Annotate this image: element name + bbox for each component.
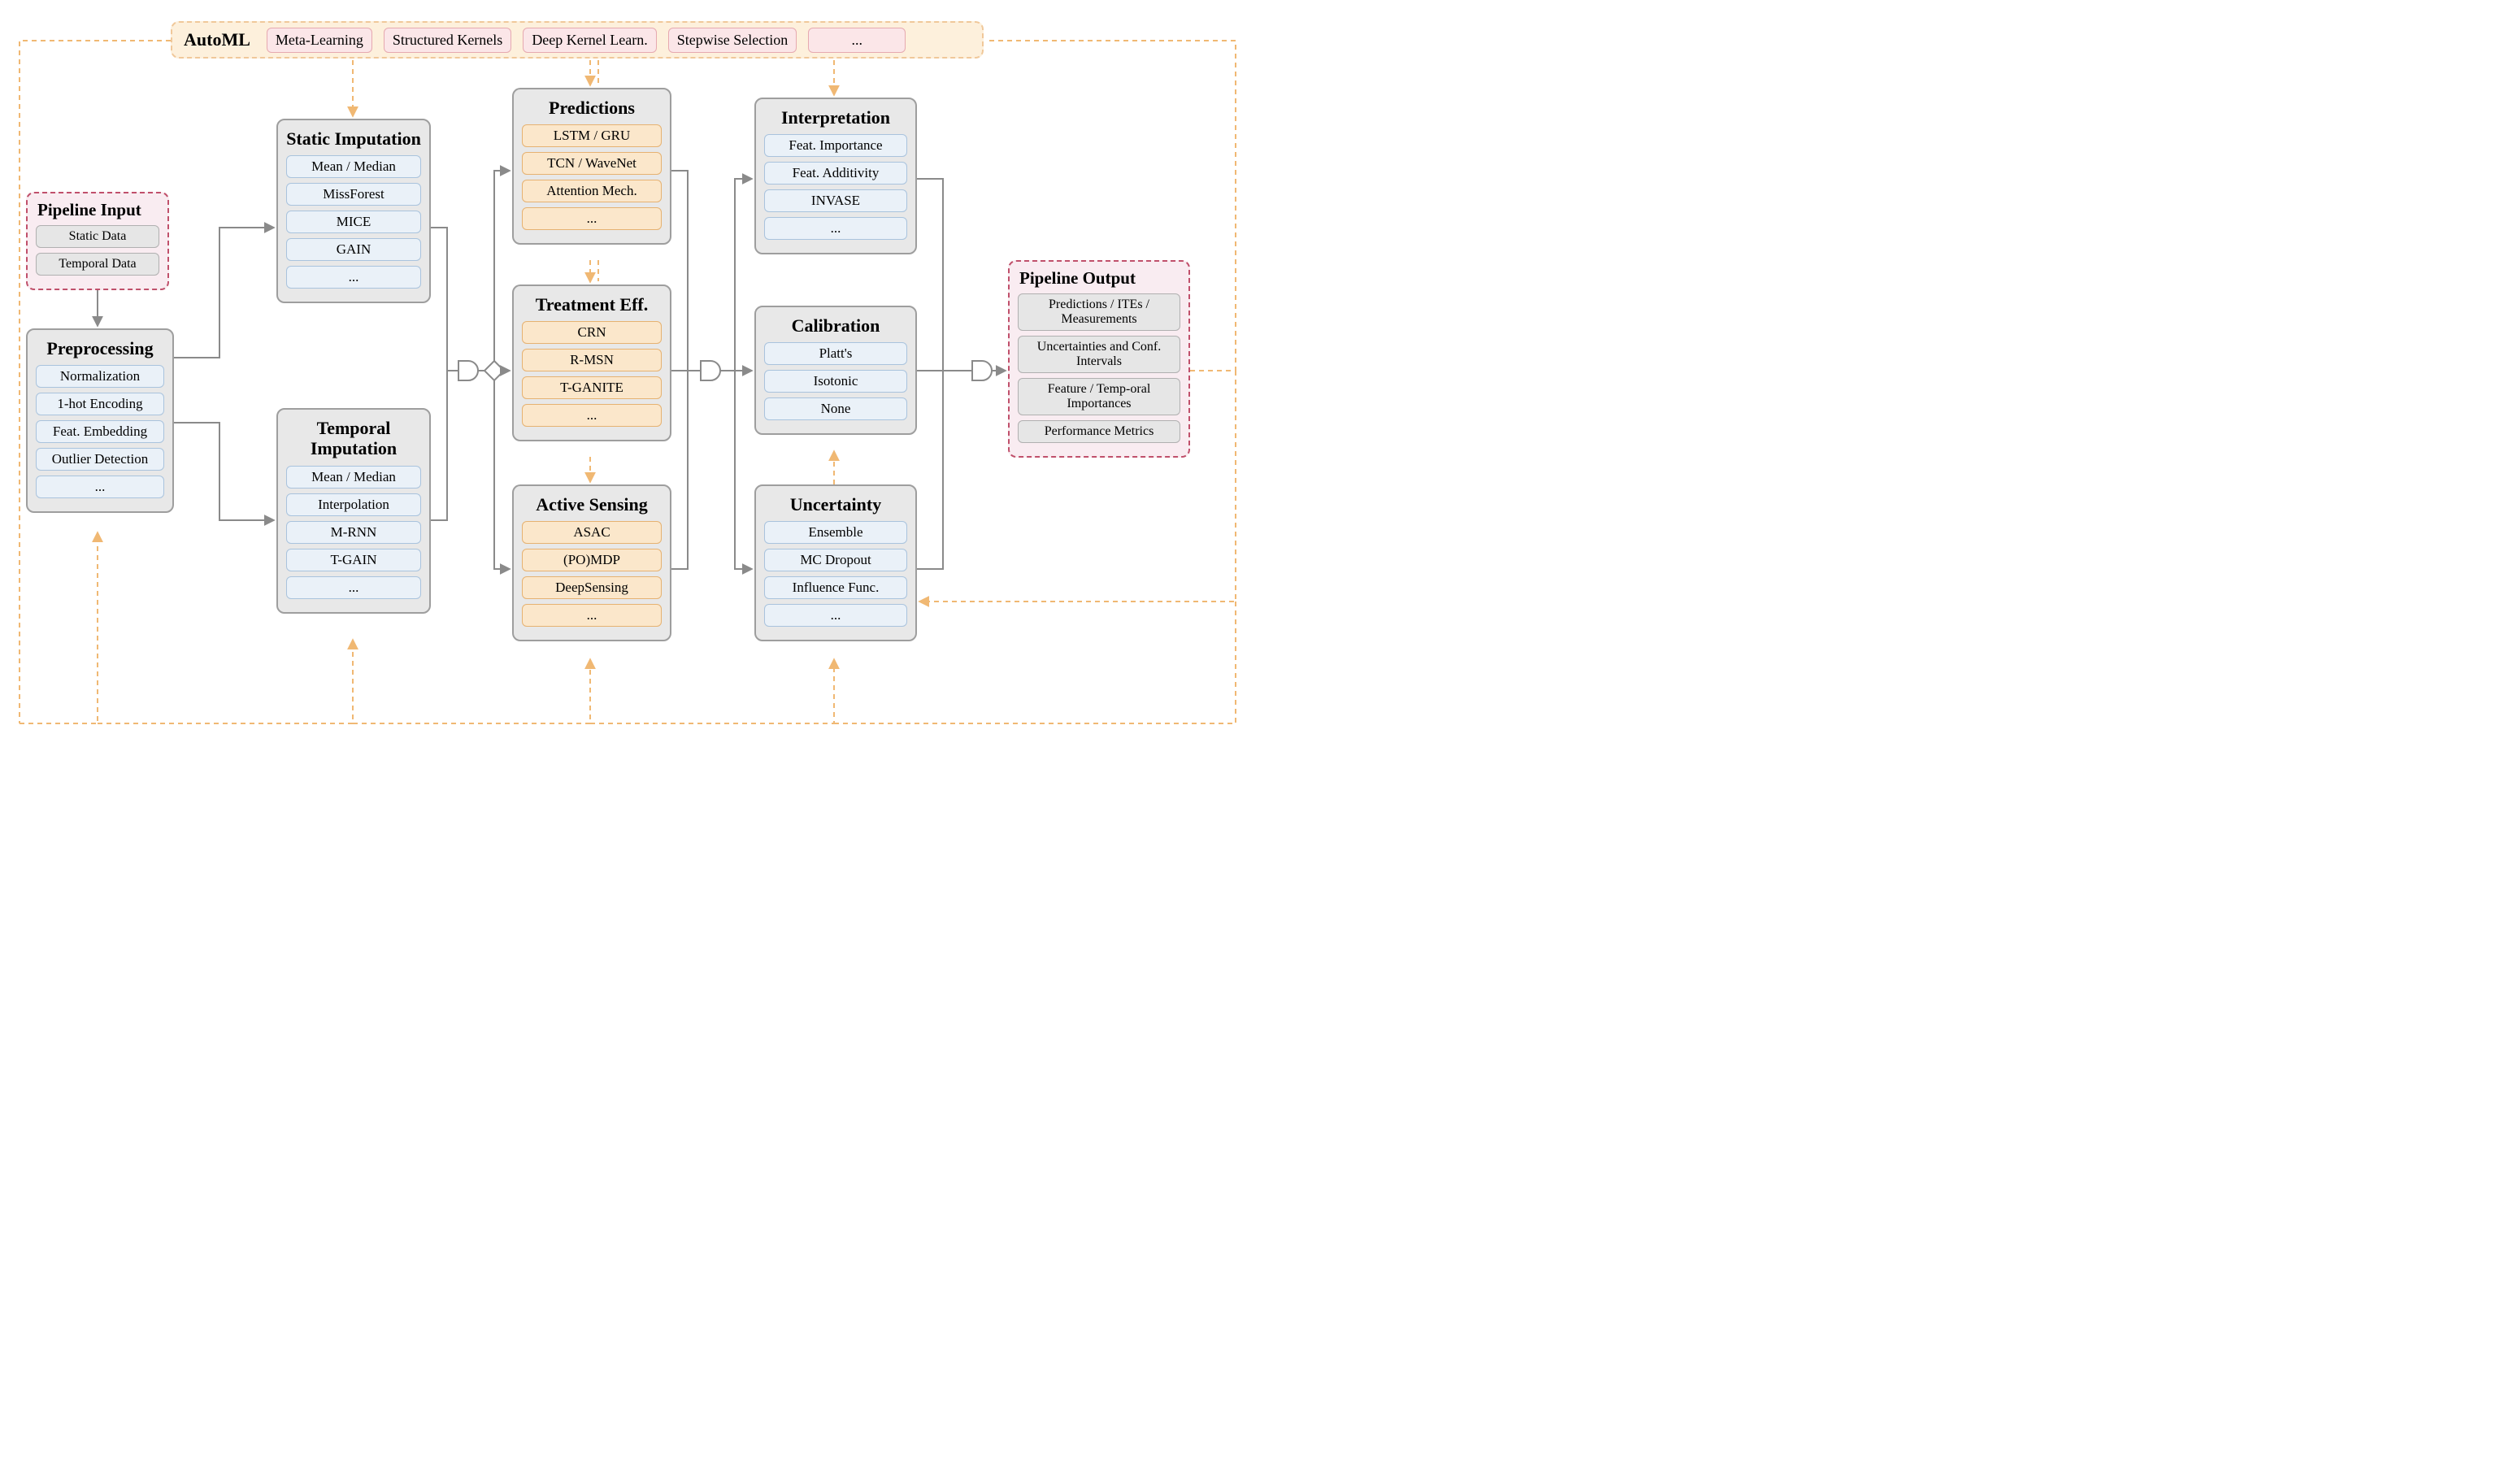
uncertainty-title: Uncertainty: [764, 494, 907, 515]
output-item: Predictions / ITEs / Measurements: [1018, 293, 1180, 331]
uncert-item: Influence Func.: [764, 576, 907, 599]
calib-item: Isotonic: [764, 370, 907, 393]
uncert-item: MC Dropout: [764, 549, 907, 571]
edge-automl-tempimp: [98, 641, 353, 723]
diagram-root: AutoML Meta-Learning Structured Kernels …: [16, 16, 1244, 772]
output-item: Uncertainties and Conf. Intervals: [1018, 336, 1180, 373]
pipeline-input-box: Pipeline Input Static Data Temporal Data: [26, 192, 169, 290]
edge-tempimp-gate: [431, 371, 447, 520]
as-item: (PO)MDP: [522, 549, 662, 571]
as-item-more: ...: [522, 604, 662, 627]
preprocessing-box: Preprocessing Normalization 1-hot Encodi…: [26, 328, 174, 513]
edge-as-gate: [671, 371, 688, 569]
pred-item: TCN / WaveNet: [522, 152, 662, 175]
input-item: Temporal Data: [36, 253, 159, 276]
uncert-item: Ensemble: [764, 521, 907, 544]
calib-item: Platt's: [764, 342, 907, 365]
static-imp-title: Static Imputation: [286, 128, 421, 149]
preproc-item: 1-hot Encoding: [36, 393, 164, 415]
as-item: ASAC: [522, 521, 662, 544]
static-imputation-box: Static Imputation Mean / Median MissFore…: [276, 119, 431, 303]
edge-preproc-tempimp: [174, 423, 273, 520]
staticimp-item: Mean / Median: [286, 155, 421, 178]
treatment-title: Treatment Eff.: [522, 294, 662, 315]
edge-preproc-staticimp: [174, 228, 273, 358]
pred-item: LSTM / GRU: [522, 124, 662, 147]
calibration-box: Calibration Platt's Isotonic None: [754, 306, 917, 435]
pipeline-output-title: Pipeline Output: [1019, 268, 1180, 289]
calibration-title: Calibration: [764, 315, 907, 336]
edge-diamond-pred: [494, 171, 509, 361]
uncertainty-box: Uncertainty Ensemble MC Dropout Influenc…: [754, 484, 917, 641]
active-sensing-box: Active Sensing ASAC (PO)MDP DeepSensing …: [512, 484, 671, 641]
edge-gate-interp: [720, 179, 751, 371]
gate-and-right: [701, 361, 720, 380]
output-item: Performance Metrics: [1018, 420, 1180, 443]
tempimp-item: Mean / Median: [286, 466, 421, 489]
gate-and-out: [972, 361, 992, 380]
automl-band: AutoML Meta-Learning Structured Kernels …: [171, 21, 984, 59]
as-item: DeepSensing: [522, 576, 662, 599]
edge-diamond-as: [494, 380, 509, 569]
predictions-box: Predictions LSTM / GRU TCN / WaveNet Att…: [512, 88, 671, 245]
temporal-imp-title: Temporal Imputation: [286, 418, 421, 459]
calib-item: None: [764, 397, 907, 420]
automl-item: Deep Kernel Learn.: [523, 28, 656, 53]
edge-interp-out: [917, 179, 972, 371]
edge-pred-gate: [671, 171, 701, 371]
preproc-item: Outlier Detection: [36, 448, 164, 471]
preprocessing-title: Preprocessing: [36, 338, 164, 358]
interpretation-title: Interpretation: [764, 107, 907, 128]
edge-gate-uncert: [720, 371, 751, 569]
automl-item: Structured Kernels: [384, 28, 511, 53]
trt-item: CRN: [522, 321, 662, 344]
preproc-item: Normalization: [36, 365, 164, 388]
automl-item: Meta-Learning: [267, 28, 372, 53]
pipeline-input-title: Pipeline Input: [37, 200, 159, 220]
tempimp-item: Interpolation: [286, 493, 421, 516]
automl-title: AutoML: [184, 29, 250, 50]
uncert-item-more: ...: [764, 604, 907, 627]
edge-automl-as-bottom: [353, 660, 590, 723]
output-item: Feature / Temp-oral Importances: [1018, 378, 1180, 415]
active-sensing-title: Active Sensing: [522, 494, 662, 515]
tempimp-item: T-GAIN: [286, 549, 421, 571]
tempimp-item: M-RNN: [286, 521, 421, 544]
gate-and-left: [458, 361, 478, 380]
input-item: Static Data: [36, 225, 159, 248]
staticimp-item: GAIN: [286, 238, 421, 261]
gate-diamond: [484, 361, 504, 380]
trt-item-more: ...: [522, 404, 662, 427]
trt-item: R-MSN: [522, 349, 662, 371]
interpretation-box: Interpretation Feat. Importance Feat. Ad…: [754, 98, 917, 254]
staticimp-item: MICE: [286, 211, 421, 233]
preproc-item-more: ...: [36, 476, 164, 498]
automl-item: Stepwise Selection: [668, 28, 797, 53]
tempimp-item-more: ...: [286, 576, 421, 599]
pipeline-output-box: Pipeline Output Predictions / ITEs / Mea…: [1008, 260, 1190, 458]
edge-uncert-out: [917, 371, 943, 569]
temporal-imputation-box: Temporal Imputation Mean / Median Interp…: [276, 408, 431, 614]
interp-item: Feat. Importance: [764, 134, 907, 157]
edge-staticimp-gate: [431, 228, 458, 371]
edge-automl-uncert: [590, 660, 834, 723]
predictions-title: Predictions: [522, 98, 662, 118]
staticimp-item-more: ...: [286, 266, 421, 289]
pred-item: Attention Mech.: [522, 180, 662, 202]
preproc-item: Feat. Embedding: [36, 420, 164, 443]
edge-automl-preproc: [20, 533, 98, 723]
automl-item-more: ...: [808, 28, 906, 53]
interp-item: INVASE: [764, 189, 907, 212]
trt-item: T-GANITE: [522, 376, 662, 399]
treatment-box: Treatment Eff. CRN R-MSN T-GANITE ...: [512, 284, 671, 441]
interp-item-more: ...: [764, 217, 907, 240]
pred-item-more: ...: [522, 207, 662, 230]
interp-item: Feat. Additivity: [764, 162, 907, 185]
staticimp-item: MissForest: [286, 183, 421, 206]
